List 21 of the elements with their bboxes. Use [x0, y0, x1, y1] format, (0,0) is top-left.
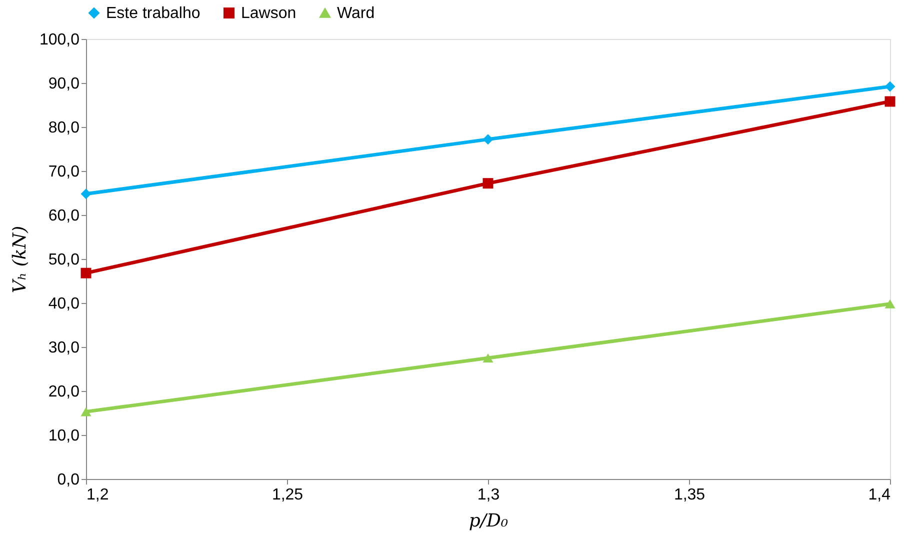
x-tick-label: 1,25	[272, 486, 304, 504]
legend-label: Ward	[337, 5, 375, 22]
y-tick-label: 10,0	[48, 428, 80, 444]
y-tick-label: 60,0	[48, 208, 80, 224]
y-tick-label: 0,0	[57, 472, 80, 488]
y-tick-label: 70,0	[48, 164, 80, 180]
y-tick-label: 80,0	[48, 120, 80, 136]
x-tick-label: 1,3	[477, 486, 500, 504]
y-tick-label: 100,0	[39, 32, 80, 48]
legend-label: Lawson	[241, 5, 296, 22]
legend-label: Este trabalho	[106, 5, 200, 22]
y-tick-label: 20,0	[48, 384, 80, 400]
y-tick-label: 40,0	[48, 296, 80, 312]
y-axis-title: Vₕ (kN)	[9, 226, 30, 294]
y-tick-label: 30,0	[48, 340, 80, 356]
x-tick-label: 1,35	[674, 486, 706, 504]
y-tick-label: 90,0	[48, 76, 80, 92]
x-tick-label: 1,2	[86, 486, 109, 504]
x-tick-label: 1,4	[868, 486, 891, 504]
y-tick-label: 50,0	[48, 252, 80, 268]
x-axis-title: p/D₀	[468, 510, 508, 532]
